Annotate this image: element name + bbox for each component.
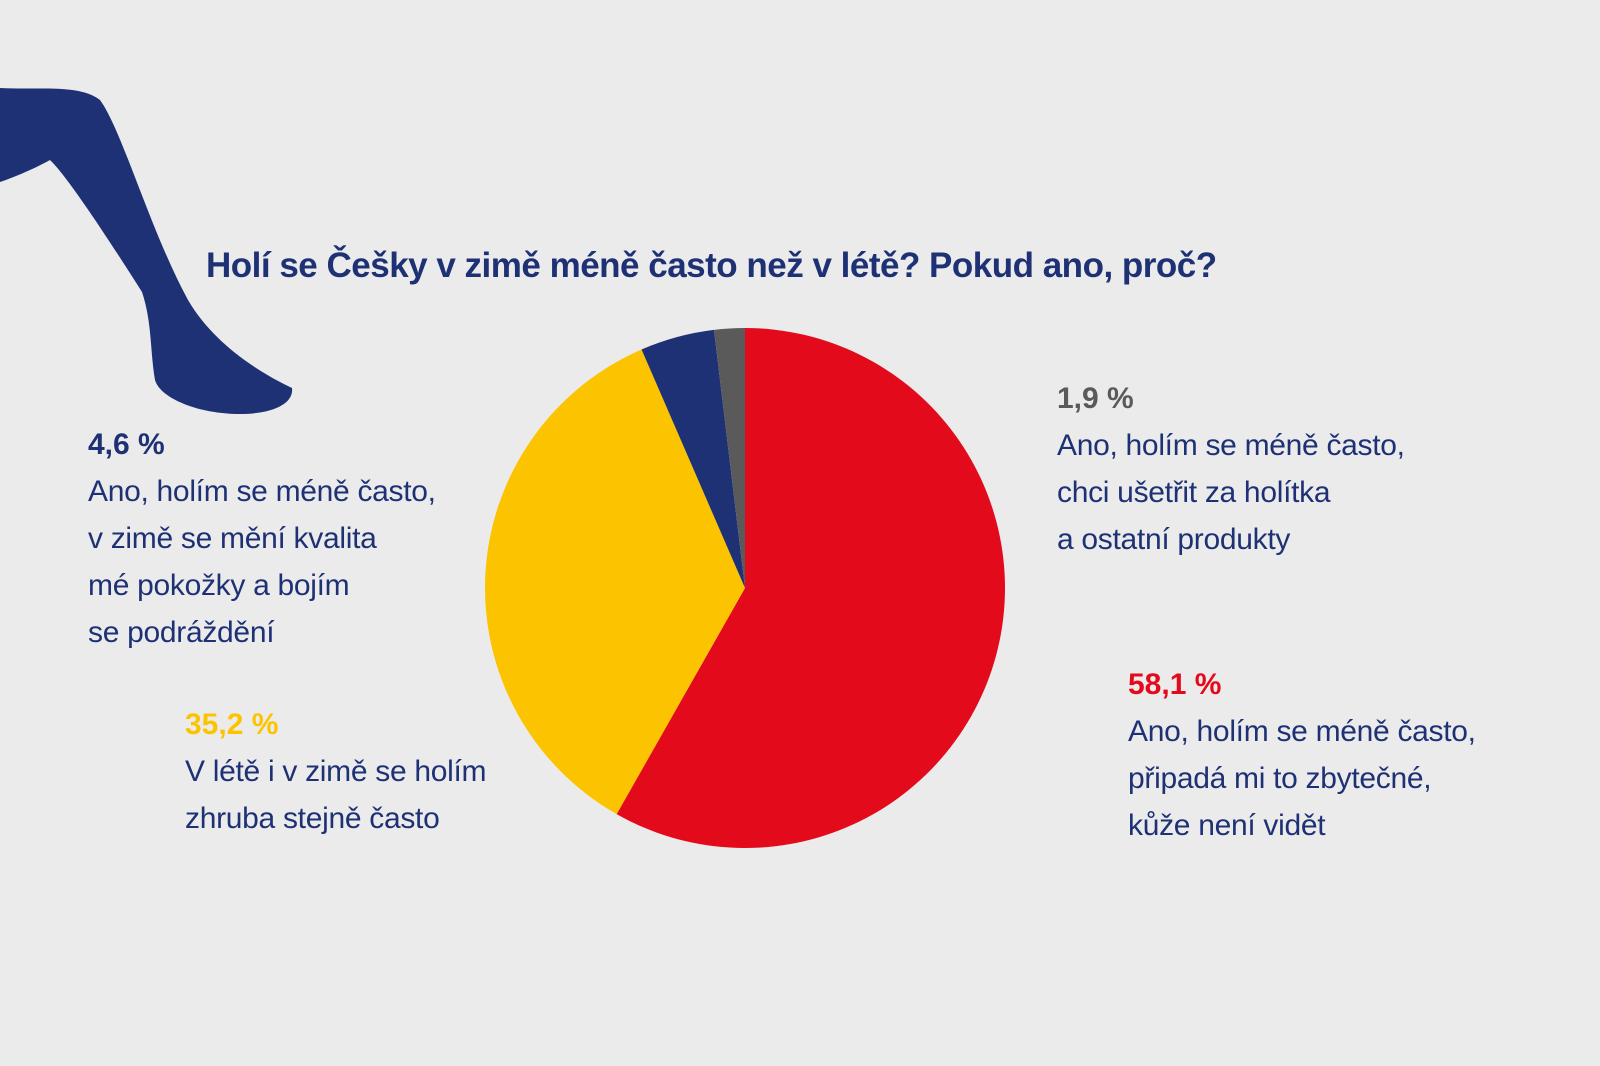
category-label: Ano, holím se méně často, chci ušetřit z… (1057, 429, 1405, 556)
slice-label: 58,1 % Ano, holím se méně často, připadá … (1128, 668, 1476, 849)
category-label: Ano, holím se méně často, připadá mi to … (1128, 715, 1476, 842)
value-label: 1,9 % (1057, 382, 1134, 415)
slice-label: 1,9 % Ano, holím se méně často, chci ušet… (1057, 382, 1405, 563)
category-label: Ano, holím se méně často, v zimě se mění… (88, 475, 436, 649)
slice-label: 4,6 % Ano, holím se méně často, v zimě se… (88, 428, 436, 656)
pie-slice (616, 328, 1006, 848)
slice-label: 35,2 % V létě i v zimě se holím zhruba st… (185, 708, 487, 842)
value-label: 35,2 % (185, 708, 279, 741)
chart-title: Holí se Češky v zimě méně často než v lé… (206, 246, 1217, 285)
leg-illustration (0, 88, 293, 414)
category-label: V létě i v zimě se holím zhruba stejně č… (185, 755, 487, 835)
pie-slice (484, 349, 745, 815)
value-label: 4,6 % (88, 428, 165, 461)
pie-slice (641, 329, 745, 588)
value-label: 58,1 % (1128, 668, 1222, 701)
pie-slice (713, 328, 745, 588)
